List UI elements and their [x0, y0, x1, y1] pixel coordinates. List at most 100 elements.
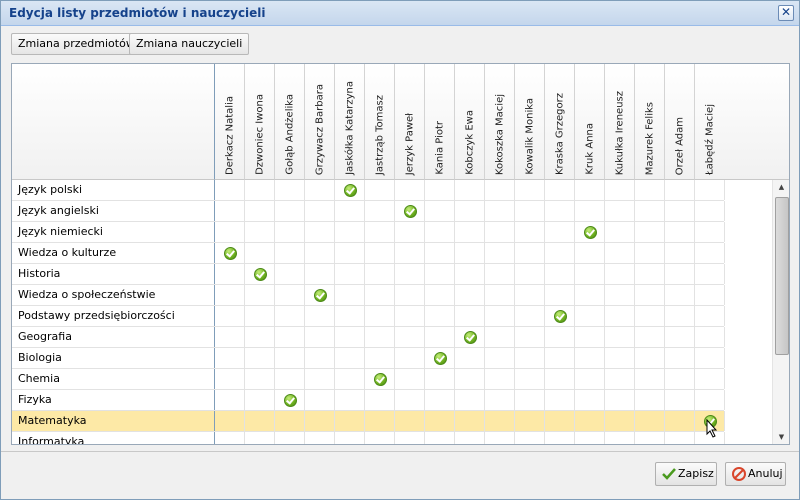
assignment-cell[interactable]: [485, 390, 515, 410]
assignment-cell[interactable]: [275, 348, 305, 368]
assignment-cell[interactable]: [455, 243, 485, 263]
assignment-cell[interactable]: [575, 243, 605, 263]
assignment-cell[interactable]: [635, 180, 665, 200]
assignment-cell[interactable]: [335, 306, 365, 326]
assignment-cell[interactable]: [515, 390, 545, 410]
assignment-cell[interactable]: [695, 390, 725, 410]
assignment-cell[interactable]: [215, 432, 245, 444]
cancel-button[interactable]: Anuluj: [725, 462, 786, 486]
assignment-cell[interactable]: [395, 348, 425, 368]
assignment-cell[interactable]: [575, 432, 605, 444]
subject-row[interactable]: Wiedza o kulturze: [12, 243, 725, 264]
assignment-cell[interactable]: [575, 390, 605, 410]
assignment-cell[interactable]: [455, 264, 485, 284]
assignment-cell[interactable]: [365, 264, 395, 284]
assignment-cell[interactable]: [605, 201, 635, 221]
assignment-cell[interactable]: [575, 411, 605, 431]
assignment-cell[interactable]: [425, 327, 455, 347]
assignment-cell[interactable]: [515, 222, 545, 242]
assignment-cell[interactable]: [275, 201, 305, 221]
assignment-cell[interactable]: [305, 369, 335, 389]
assignment-cell[interactable]: [335, 201, 365, 221]
assignment-cell[interactable]: [425, 411, 455, 431]
assignment-cell[interactable]: [365, 390, 395, 410]
assignment-cell[interactable]: [245, 306, 275, 326]
assignment-cell[interactable]: [545, 201, 575, 221]
assignment-cell[interactable]: [335, 432, 365, 444]
assignment-cell[interactable]: [455, 369, 485, 389]
assignment-cell[interactable]: [275, 264, 305, 284]
assignment-cell[interactable]: [515, 369, 545, 389]
assignment-cell[interactable]: [335, 348, 365, 368]
assignment-cell[interactable]: [695, 201, 725, 221]
assignment-cell[interactable]: [455, 180, 485, 200]
assignment-cell[interactable]: [605, 369, 635, 389]
assignment-cell[interactable]: [665, 243, 695, 263]
assignment-cell[interactable]: [335, 222, 365, 242]
assignment-cell[interactable]: [305, 390, 335, 410]
assignment-cell[interactable]: [215, 390, 245, 410]
assignment-cell[interactable]: [305, 201, 335, 221]
assignment-cell[interactable]: [485, 264, 515, 284]
assignment-cell[interactable]: [545, 222, 575, 242]
assignment-cell[interactable]: [275, 180, 305, 200]
assignment-cell[interactable]: [245, 411, 275, 431]
subject-row[interactable]: Geografia: [12, 327, 725, 348]
assignment-cell[interactable]: [365, 306, 395, 326]
assignment-cell[interactable]: [515, 285, 545, 305]
assignment-cell[interactable]: [215, 369, 245, 389]
assignment-cell[interactable]: [545, 327, 575, 347]
assignment-cell[interactable]: [485, 243, 515, 263]
assignment-cell[interactable]: [545, 306, 575, 326]
assignment-cell[interactable]: [395, 369, 425, 389]
assignment-cell[interactable]: [425, 264, 455, 284]
assignment-cell[interactable]: [215, 222, 245, 242]
assignment-cell[interactable]: [305, 411, 335, 431]
assignment-cell[interactable]: [335, 390, 365, 410]
subject-row[interactable]: Biologia: [12, 348, 725, 369]
assignment-cell[interactable]: [245, 222, 275, 242]
assignment-cell[interactable]: [455, 222, 485, 242]
assignment-cell[interactable]: [695, 222, 725, 242]
assignment-cell[interactable]: [215, 243, 245, 263]
assignment-cell[interactable]: [305, 432, 335, 444]
assignment-cell[interactable]: [515, 348, 545, 368]
assignment-cell[interactable]: [425, 390, 455, 410]
assignment-cell[interactable]: [335, 327, 365, 347]
assignment-cell[interactable]: [425, 222, 455, 242]
assignment-cell[interactable]: [485, 432, 515, 444]
assignment-cell[interactable]: [395, 180, 425, 200]
assignment-cell[interactable]: [485, 348, 515, 368]
assignment-cell[interactable]: [275, 327, 305, 347]
assignment-cell[interactable]: [485, 180, 515, 200]
assignment-cell[interactable]: [665, 222, 695, 242]
assignment-cell[interactable]: [515, 411, 545, 431]
assignment-cell[interactable]: [395, 264, 425, 284]
assignment-cell[interactable]: [575, 201, 605, 221]
assignment-cell[interactable]: [305, 306, 335, 326]
assignment-cell[interactable]: [605, 327, 635, 347]
assignment-cell[interactable]: [635, 432, 665, 444]
assignment-cell[interactable]: [275, 369, 305, 389]
assignment-cell[interactable]: [305, 285, 335, 305]
assignment-cell[interactable]: [635, 411, 665, 431]
assignment-cell[interactable]: [275, 432, 305, 444]
assignment-cell[interactable]: [515, 243, 545, 263]
assignment-cell[interactable]: [395, 285, 425, 305]
assignment-cell[interactable]: [245, 327, 275, 347]
assignment-cell[interactable]: [395, 327, 425, 347]
assignment-cell[interactable]: [425, 348, 455, 368]
assignment-cell[interactable]: [425, 201, 455, 221]
assignment-cell[interactable]: [215, 201, 245, 221]
assignment-cell[interactable]: [695, 306, 725, 326]
vertical-scrollbar[interactable]: ▲ ▼: [772, 180, 789, 444]
assignment-cell[interactable]: [275, 243, 305, 263]
assignment-cell[interactable]: [545, 390, 575, 410]
assignment-cell[interactable]: [665, 369, 695, 389]
assignment-cell[interactable]: [515, 201, 545, 221]
assignment-cell[interactable]: [335, 243, 365, 263]
assignment-cell[interactable]: [425, 306, 455, 326]
assignment-cell[interactable]: [515, 432, 545, 444]
assignment-cell[interactable]: [245, 432, 275, 444]
assignment-cell[interactable]: [275, 285, 305, 305]
